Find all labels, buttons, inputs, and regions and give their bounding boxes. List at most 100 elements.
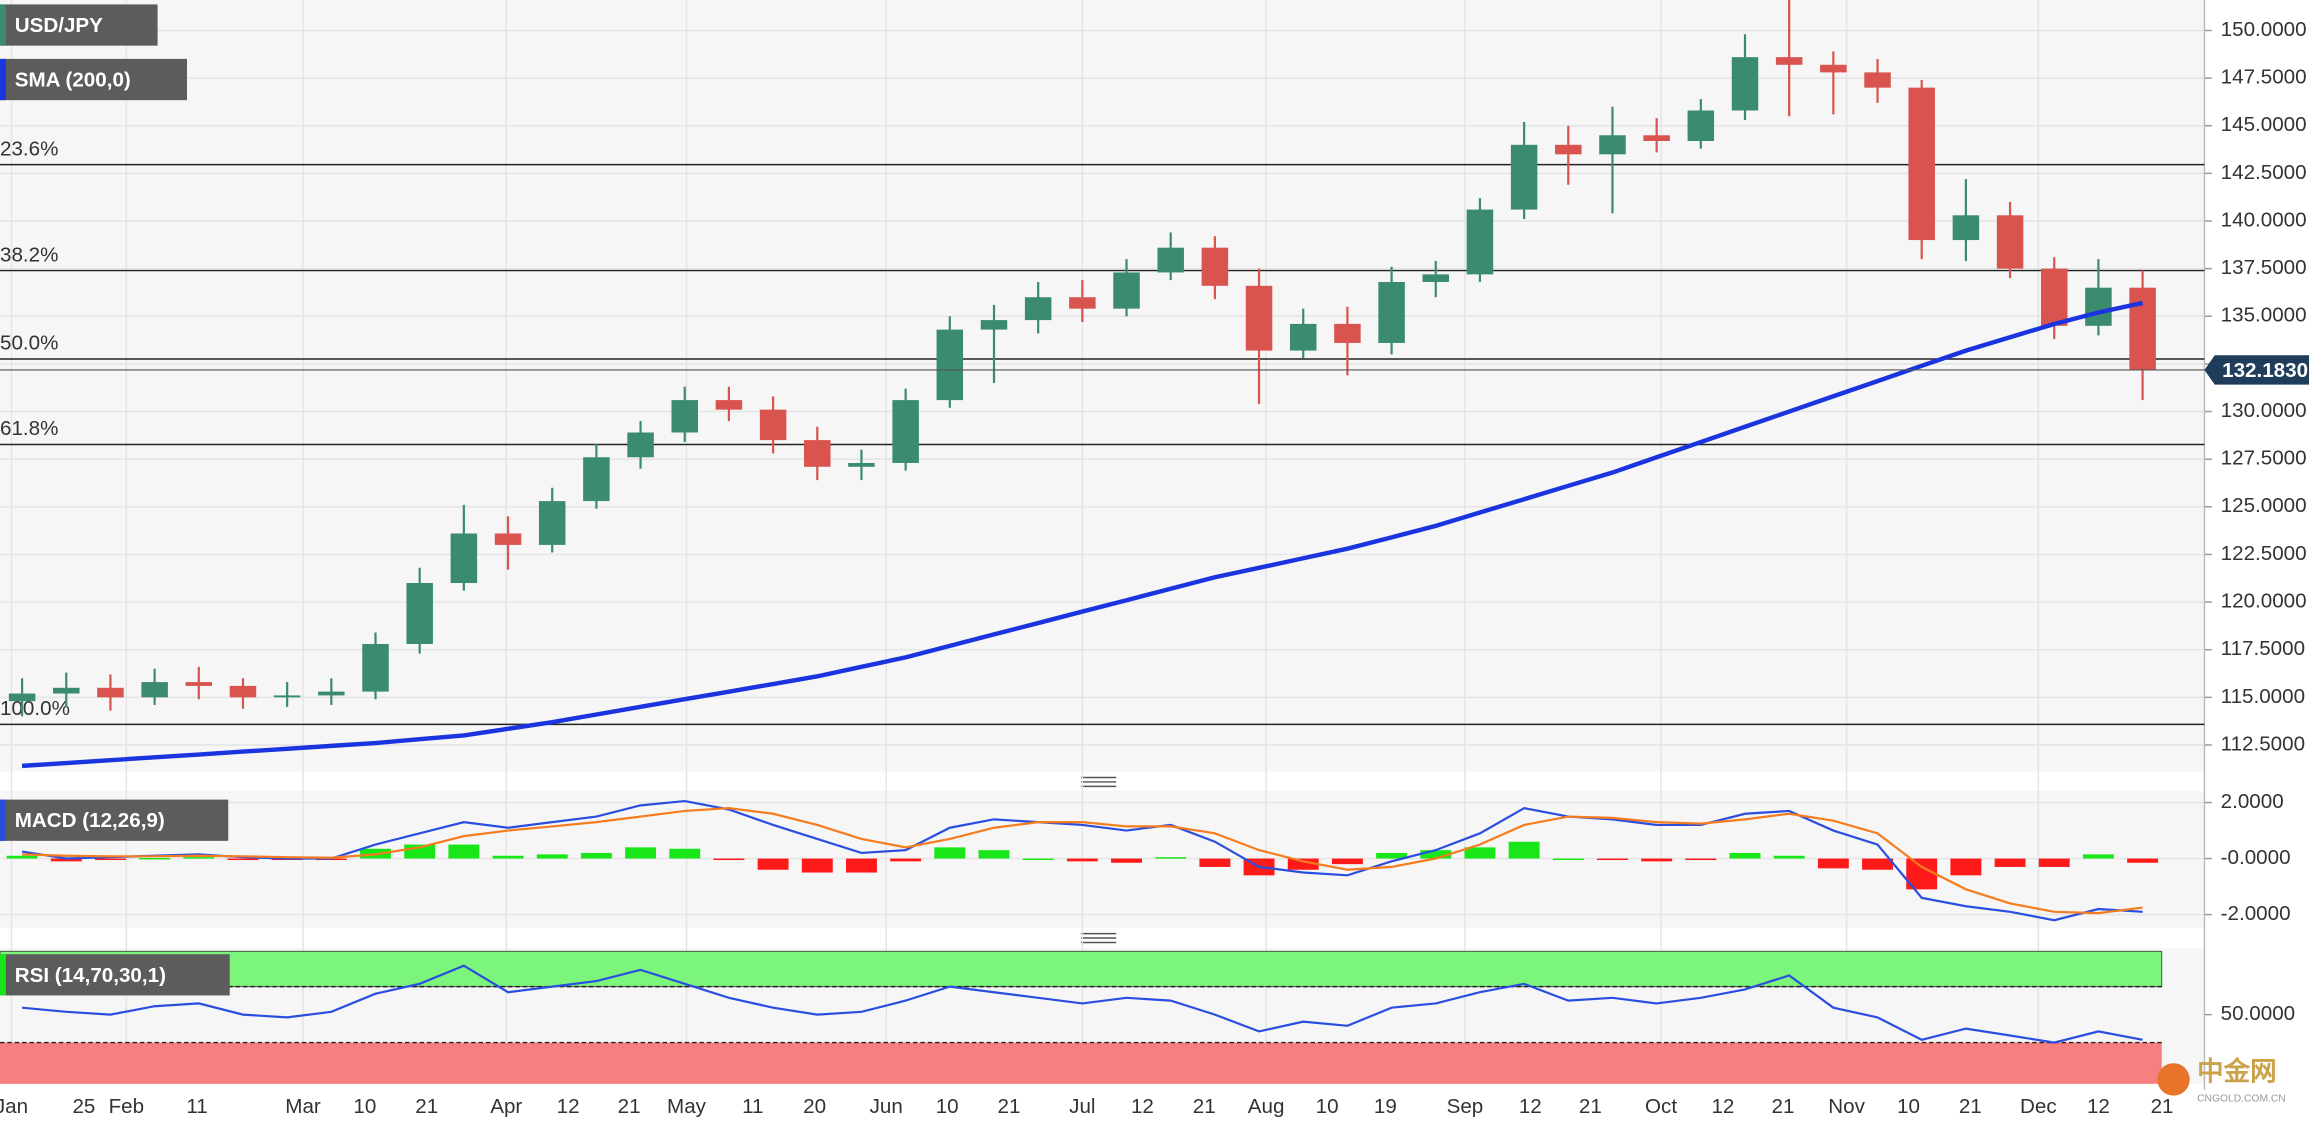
candle-body bbox=[1996, 215, 2024, 269]
x-tick-label: Jan bbox=[0, 1095, 28, 1118]
candle-body bbox=[1643, 135, 1670, 141]
label-box bbox=[0, 58, 188, 101]
histogram-bar bbox=[1066, 858, 1098, 862]
x-tick-label: Apr bbox=[490, 1095, 522, 1118]
candle-body bbox=[715, 400, 743, 410]
oversold-zone bbox=[0, 1042, 2162, 1084]
candle-body bbox=[1952, 215, 1980, 241]
candle-body bbox=[583, 457, 610, 502]
fib-label: 61.8% bbox=[0, 417, 58, 440]
histogram-bar bbox=[1376, 852, 1408, 859]
fib-label: 38.2% bbox=[0, 243, 58, 266]
y-tick-label: -2.0000 bbox=[2221, 902, 2291, 925]
histogram-bar bbox=[1420, 850, 1452, 859]
histogram-bar bbox=[1111, 858, 1142, 863]
histogram-bar bbox=[6, 855, 38, 859]
x-tick-label: Mar bbox=[285, 1095, 321, 1118]
x-tick-label: 11 bbox=[186, 1095, 207, 1118]
y-tick-label: 122.5000 bbox=[2221, 542, 2307, 565]
histogram-bar bbox=[1508, 841, 1540, 859]
price-panel bbox=[0, 0, 2204, 772]
fib-label: 50.0% bbox=[0, 332, 58, 355]
candle-body bbox=[2040, 268, 2068, 326]
overbought-zone bbox=[0, 950, 2163, 988]
x-tick-label: 10 bbox=[1897, 1095, 1920, 1118]
histogram-bar bbox=[890, 858, 922, 862]
candle-body bbox=[1069, 297, 1096, 309]
histogram-bar bbox=[1022, 858, 1054, 861]
label-box bbox=[0, 954, 230, 996]
y-tick-label: 2.0000 bbox=[2221, 790, 2284, 813]
histogram-bar bbox=[1597, 858, 1628, 861]
histogram-bar bbox=[845, 858, 877, 873]
y-tick-label: 112.5000 bbox=[2221, 732, 2305, 755]
y-tick-label: 115.0000 bbox=[2221, 685, 2305, 708]
candle-body bbox=[97, 687, 124, 698]
candle-body bbox=[494, 533, 522, 545]
candle-body bbox=[936, 329, 964, 401]
y-tick-label: 120.0000 bbox=[2221, 590, 2307, 613]
candle-body bbox=[1466, 209, 1494, 275]
panel-title: RSI (14,70,30,1) bbox=[15, 964, 166, 987]
x-tick-label: 12 bbox=[557, 1095, 580, 1118]
histogram-bar bbox=[580, 852, 612, 859]
histogram-bar bbox=[1287, 858, 1319, 870]
candle-body bbox=[1908, 87, 1935, 241]
candle-body bbox=[2129, 287, 2156, 370]
x-tick-label: 21 bbox=[415, 1095, 438, 1118]
candle-body bbox=[362, 643, 389, 692]
candle-body bbox=[1820, 64, 1847, 73]
legend-entry: SMA (200,0) bbox=[15, 68, 131, 91]
x-tick-label: 12 bbox=[1519, 1095, 1542, 1118]
x-tick-label: Oct bbox=[1645, 1095, 1677, 1118]
label-box bbox=[0, 4, 158, 46]
x-tick-label: Nov bbox=[1828, 1095, 1865, 1118]
histogram-bar bbox=[536, 854, 568, 859]
candle-body bbox=[1555, 144, 1582, 155]
x-tick-label: Aug bbox=[1248, 1095, 1285, 1118]
x-tick-label: 12 bbox=[1711, 1095, 1734, 1118]
x-tick-label: 10 bbox=[353, 1095, 376, 1118]
label-box bbox=[0, 799, 229, 841]
panel-title: MACD (12,26,9) bbox=[15, 809, 165, 832]
histogram-bar bbox=[1464, 847, 1496, 859]
y-tick-label: 50.0000 bbox=[2221, 1002, 2296, 1025]
x-tick-label: 21 bbox=[618, 1095, 641, 1118]
x-tick-label: 21 bbox=[1193, 1095, 1216, 1118]
histogram-bar bbox=[1199, 858, 1231, 867]
x-tick-label: 21 bbox=[1579, 1095, 1602, 1118]
indicator-line bbox=[22, 807, 2143, 915]
histogram-bar bbox=[2127, 858, 2159, 863]
candle-body bbox=[671, 400, 699, 433]
candle-body bbox=[1731, 57, 1759, 111]
histogram-bar bbox=[492, 855, 524, 859]
candle-body bbox=[1687, 110, 1715, 141]
histogram-bar bbox=[50, 858, 82, 862]
indicator-line bbox=[21, 964, 2143, 1044]
histogram-bar bbox=[1817, 858, 1849, 869]
x-tick-label: Feb bbox=[109, 1095, 145, 1118]
candle-body bbox=[627, 432, 654, 458]
candle-body bbox=[1334, 323, 1361, 343]
histogram-bar bbox=[801, 858, 833, 873]
histogram-bar bbox=[1552, 858, 1584, 861]
x-tick-label: Dec bbox=[2020, 1095, 2057, 1118]
y-tick-label: 142.5000 bbox=[2221, 161, 2307, 184]
histogram-bar bbox=[1729, 852, 1761, 859]
x-tick-label: Sep bbox=[1447, 1095, 1484, 1118]
indicator-line bbox=[21, 799, 2143, 922]
candle-body bbox=[980, 320, 1008, 330]
candle-body bbox=[1024, 297, 1052, 321]
x-tick-label: 25 bbox=[72, 1095, 95, 1118]
histogram-bar bbox=[1950, 858, 1982, 876]
last-price-label: 132.1830 bbox=[2222, 359, 2308, 382]
y-tick-label: 127.5000 bbox=[2221, 447, 2307, 470]
candle-body bbox=[406, 583, 433, 644]
indicator-line bbox=[21, 300, 2144, 769]
x-tick-label: 21 bbox=[998, 1095, 1021, 1118]
histogram-bar bbox=[978, 850, 1010, 859]
x-tick-label: Jul bbox=[1069, 1095, 1095, 1118]
candle-body bbox=[1157, 247, 1184, 273]
histogram-bar bbox=[713, 858, 745, 861]
